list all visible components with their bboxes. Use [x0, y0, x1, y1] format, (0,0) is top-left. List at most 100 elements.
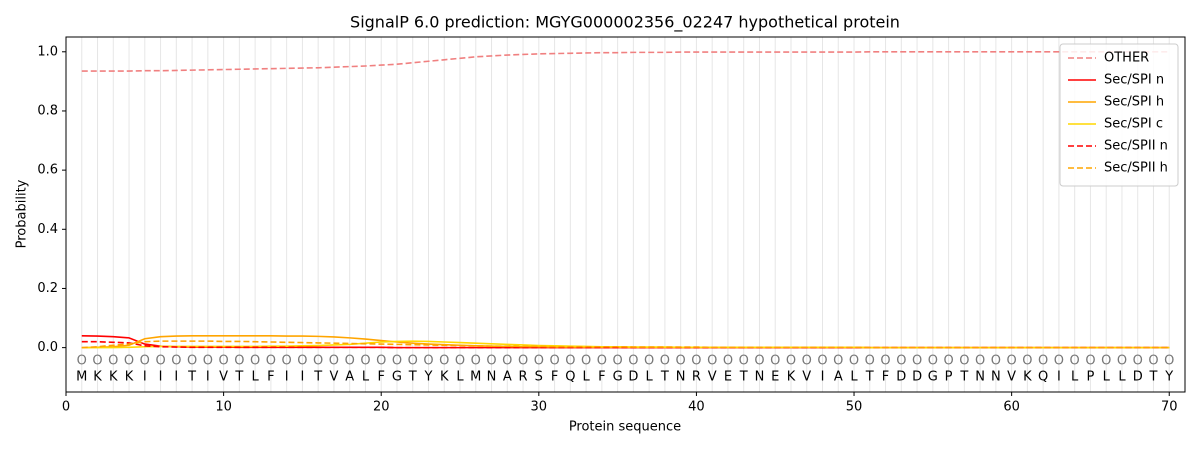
x-tick-label: 40: [688, 400, 705, 415]
predicted-label: O: [1054, 353, 1064, 368]
predicted-label: O: [392, 353, 402, 368]
predicted-label: O: [234, 353, 244, 368]
residue: E: [724, 370, 732, 385]
predicted-label: O: [1085, 353, 1095, 368]
residue: T: [959, 370, 968, 385]
y-tick-label: 0.0: [37, 340, 58, 355]
residue: T: [234, 370, 243, 385]
residue: L: [252, 370, 260, 385]
predicted-label: O: [1070, 353, 1080, 368]
x-tick-label: 0: [62, 400, 70, 415]
x-tick-label: 70: [1161, 400, 1178, 415]
residue: E: [771, 370, 779, 385]
residue: T: [660, 370, 669, 385]
residue: L: [1071, 370, 1079, 385]
residue: T: [739, 370, 748, 385]
residue: T: [187, 370, 196, 385]
predicted-label: O: [1164, 353, 1174, 368]
residue: K: [1023, 370, 1032, 385]
predicted-label: O: [282, 353, 292, 368]
predicted-label: O: [1022, 353, 1032, 368]
predicted-label: O: [1038, 353, 1048, 368]
predicted-label: O: [486, 353, 496, 368]
residue: I: [821, 370, 825, 385]
residue: I: [174, 370, 178, 385]
predicted-label: O: [628, 353, 638, 368]
residue: N: [487, 370, 497, 385]
predicted-label: O: [534, 353, 544, 368]
predicted-label: O: [1117, 353, 1127, 368]
predicted-label: O: [439, 353, 449, 368]
legend-label: Sec/SPII h: [1104, 161, 1168, 176]
series-line: [81, 50, 1170, 72]
residue: V: [219, 370, 228, 385]
residue: R: [519, 370, 528, 385]
residue: V: [802, 370, 811, 385]
residue: L: [1118, 370, 1126, 385]
y-tick-label: 0.4: [37, 222, 58, 237]
residue: I: [143, 370, 147, 385]
x-tick-label: 10: [215, 400, 232, 415]
legend-label: Sec/SPI h: [1104, 95, 1164, 110]
y-axis-label: Probability: [15, 179, 30, 248]
residue: A: [345, 370, 354, 385]
residue: D: [896, 370, 906, 385]
residue: A: [503, 370, 512, 385]
predicted-label: O: [975, 353, 985, 368]
predicted-label: O: [471, 353, 481, 368]
residue: N: [975, 370, 985, 385]
residue: F: [267, 370, 274, 385]
predicted-label: O: [754, 353, 764, 368]
residue: G: [928, 370, 938, 385]
residue: V: [1007, 370, 1016, 385]
predicted-label: O: [455, 353, 465, 368]
residue: Q: [565, 370, 575, 385]
predicted-label: O: [943, 353, 953, 368]
predicted-label: O: [360, 353, 370, 368]
predicted-label: O: [849, 353, 859, 368]
predicted-label: O: [912, 353, 922, 368]
predicted-label: O: [707, 353, 717, 368]
residue: N: [755, 370, 765, 385]
y-tick-label: 1.0: [37, 44, 58, 59]
predicted-label: O: [581, 353, 591, 368]
residue: K: [109, 370, 118, 385]
residue: V: [329, 370, 338, 385]
y-tick-label: 0.8: [37, 103, 58, 118]
predicted-label: O: [802, 353, 812, 368]
predicted-label: O: [329, 353, 339, 368]
predicted-label: O: [502, 353, 512, 368]
residue: N: [991, 370, 1001, 385]
residue: I: [1057, 370, 1061, 385]
residue: F: [882, 370, 889, 385]
legend-label: OTHER: [1104, 51, 1149, 66]
predicted-label: O: [991, 353, 1001, 368]
residue: M: [76, 370, 87, 385]
predicted-label: O: [613, 353, 623, 368]
predicted-label: O: [959, 353, 969, 368]
residue: P: [945, 370, 953, 385]
residue: Q: [1038, 370, 1048, 385]
legend-label: Sec/SPI n: [1104, 73, 1164, 88]
residue: T: [1149, 370, 1158, 385]
residue: K: [93, 370, 102, 385]
residue: P: [1087, 370, 1095, 385]
x-tick-label: 50: [846, 400, 863, 415]
residue: K: [125, 370, 134, 385]
predicted-label: O: [896, 353, 906, 368]
residue: S: [535, 370, 543, 385]
residue: Y: [424, 370, 433, 385]
predicted-label: O: [1133, 353, 1143, 368]
predicted-label: O: [817, 353, 827, 368]
predicted-label: O: [140, 353, 150, 368]
residue: K: [787, 370, 796, 385]
residue: I: [159, 370, 163, 385]
predicted-label: O: [266, 353, 276, 368]
y-tick-label: 0.2: [37, 281, 58, 296]
residue: M: [470, 370, 481, 385]
predicted-label: O: [423, 353, 433, 368]
residue: D: [628, 370, 638, 385]
residue: L: [582, 370, 590, 385]
residue: A: [834, 370, 843, 385]
